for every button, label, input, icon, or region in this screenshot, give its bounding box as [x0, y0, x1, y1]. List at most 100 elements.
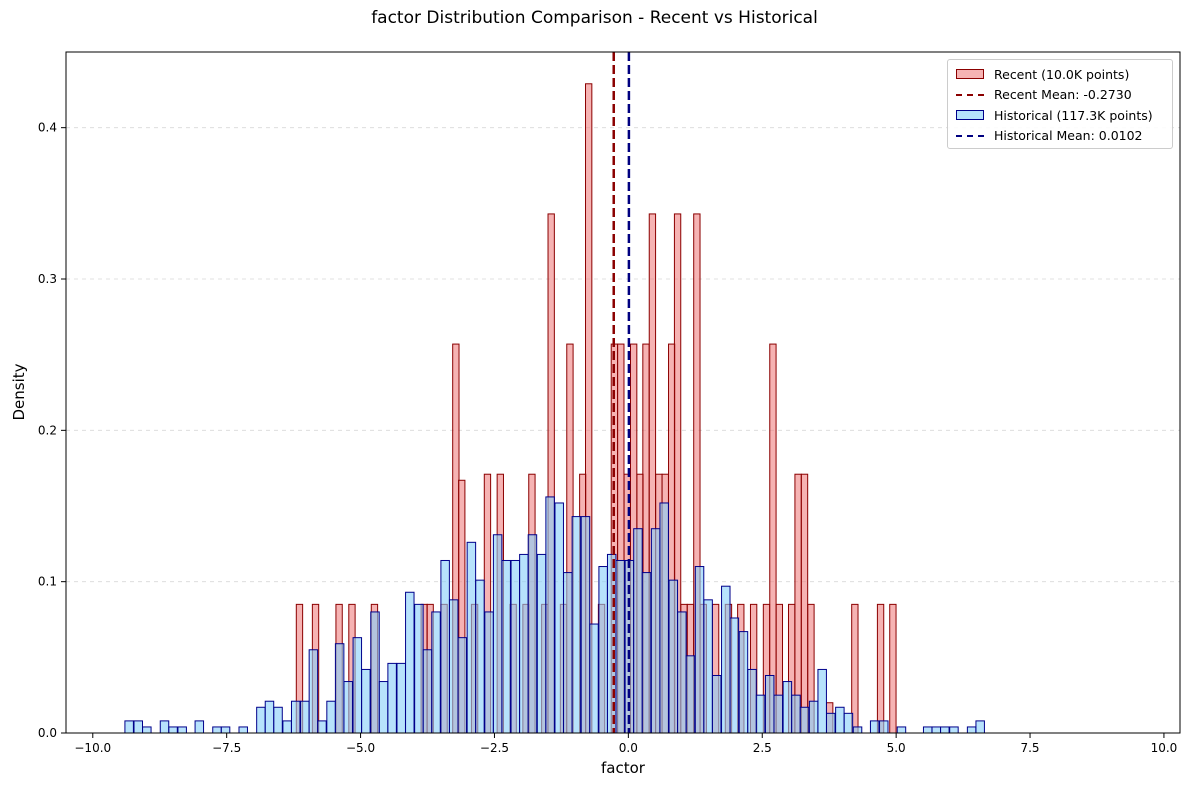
- histogram-bar-historical: [492, 534, 503, 734]
- histogram-bar-historical: [142, 726, 152, 734]
- histogram-bar-historical: [422, 649, 433, 734]
- histogram-bar-historical: [843, 712, 854, 734]
- histogram-bar-historical: [571, 516, 582, 734]
- histogram-bar-recent: [800, 473, 809, 734]
- histogram-bar-recent: [876, 603, 885, 734]
- histogram-bar-historical: [791, 694, 801, 734]
- histogram-bar-historical: [650, 528, 661, 734]
- histogram-bar-historical: [133, 720, 143, 734]
- histogram-bar-historical: [440, 559, 450, 734]
- histogram-bar-historical: [966, 726, 977, 734]
- histogram-bar-historical: [414, 603, 424, 734]
- histogram-bar-recent: [769, 343, 777, 734]
- histogram-bar-historical: [308, 649, 319, 734]
- histogram-bar-historical: [633, 528, 643, 734]
- x-axis-label: factor: [601, 759, 645, 777]
- histogram-bar-historical: [896, 726, 907, 734]
- histogram-bar-historical: [457, 637, 468, 734]
- histogram-bar-historical: [729, 617, 740, 734]
- histogram-bar-historical: [484, 611, 494, 734]
- histogram-bar-historical: [677, 611, 687, 734]
- histogram-bar-historical: [659, 502, 669, 734]
- histogram-bar-historical: [694, 566, 705, 734]
- x-tick-label: 2.5: [753, 741, 772, 755]
- histogram-bar-historical: [721, 585, 731, 734]
- chart-title: factor Distribution Comparison - Recent …: [371, 8, 818, 28]
- y-tick-label: 0.4: [38, 121, 57, 135]
- histogram-bar-historical: [703, 599, 713, 734]
- histogram-bar-historical: [554, 502, 564, 734]
- histogram-bar-historical: [852, 726, 863, 734]
- histogram-bar-historical: [949, 726, 959, 734]
- histogram-bar-historical: [405, 591, 415, 734]
- histogram-bar-historical: [869, 720, 880, 734]
- histogram-bar-historical: [501, 559, 511, 734]
- histogram-bar-historical: [563, 572, 573, 734]
- histogram-bar-historical: [194, 720, 205, 734]
- histogram-bar-historical: [782, 681, 793, 734]
- histogram-bar-historical: [475, 579, 485, 734]
- histogram-bar-historical: [975, 720, 985, 734]
- legend-label-historical-mean: Historical Mean: 0.0102: [994, 128, 1143, 144]
- y-axis-label: Density: [10, 363, 28, 421]
- x-tick-label: −10.0: [74, 741, 111, 755]
- histogram-bar-historical: [536, 553, 547, 734]
- x-tick-label: 7.5: [1020, 741, 1039, 755]
- x-tick-label: −2.5: [480, 741, 509, 755]
- histogram-bar-recent: [794, 473, 802, 734]
- histogram-bar-historical: [685, 655, 696, 734]
- plot-frame: [65, 51, 1181, 734]
- legend-swatch-historical: [956, 110, 984, 121]
- histogram-bar-historical: [220, 726, 231, 734]
- histogram-bar-historical: [879, 720, 889, 734]
- histogram-bar-historical: [290, 700, 301, 734]
- legend-label-historical: Historical (117.3K points): [994, 107, 1153, 123]
- y-tick-label: 0.1: [38, 575, 57, 589]
- histogram-bar-historical: [256, 706, 266, 734]
- histogram-bar-historical: [387, 662, 397, 734]
- histogram-bar-historical: [598, 566, 608, 734]
- x-tick-label: 10.0: [1151, 741, 1178, 755]
- legend-swatch-recent: [956, 69, 984, 80]
- histogram-bar-historical: [431, 611, 441, 734]
- y-tick-label: 0.3: [38, 272, 57, 286]
- legend-label-recent: Recent (10.0K points): [994, 66, 1130, 82]
- histogram-bar-historical: [527, 534, 538, 734]
- histogram-bar-historical: [159, 720, 170, 734]
- legend: Recent (10.0K points) Recent Mean: -0.27…: [947, 59, 1173, 149]
- x-tick-label: −5.0: [346, 741, 375, 755]
- histogram-bar-historical: [448, 599, 459, 734]
- histogram-bar-historical: [326, 700, 336, 734]
- histogram-bar-historical: [168, 726, 178, 734]
- legend-line-recent-mean: [956, 93, 984, 96]
- histogram-bar-historical: [764, 674, 775, 734]
- histogram-bar-historical: [124, 720, 134, 734]
- legend-line-historical-mean: [956, 134, 984, 137]
- histogram-bar-historical: [545, 496, 555, 734]
- histogram-bar-historical: [264, 700, 275, 734]
- histogram-bar-historical: [273, 706, 283, 734]
- histogram-bar-historical: [755, 694, 766, 734]
- histogram-bar-recent: [889, 603, 897, 734]
- histogram-bar-historical: [352, 637, 363, 734]
- histogram-bar-historical: [361, 668, 371, 734]
- histogram-bar-historical: [580, 516, 591, 734]
- histogram-bar-historical: [317, 720, 327, 734]
- legend-entry-historical: Historical (117.3K points): [956, 105, 1164, 126]
- histogram-bar-historical: [931, 726, 942, 734]
- histogram-bar-historical: [510, 559, 521, 734]
- legend-entry-recent: Recent (10.0K points): [956, 64, 1164, 85]
- y-tick-label: 0.2: [38, 423, 57, 437]
- y-tick-label: 0.0: [38, 726, 57, 740]
- legend-label-recent-mean: Recent Mean: -0.2730: [994, 87, 1132, 103]
- histogram-bar-historical: [343, 681, 353, 734]
- histogram-bar-historical: [177, 726, 187, 734]
- x-tick-label: 5.0: [887, 741, 906, 755]
- histogram-bar-historical: [615, 559, 626, 734]
- histogram-bar-historical: [826, 712, 836, 734]
- histogram-bar-historical: [835, 706, 845, 734]
- histogram-bar-historical: [466, 541, 477, 734]
- histogram-bar-historical: [212, 726, 222, 734]
